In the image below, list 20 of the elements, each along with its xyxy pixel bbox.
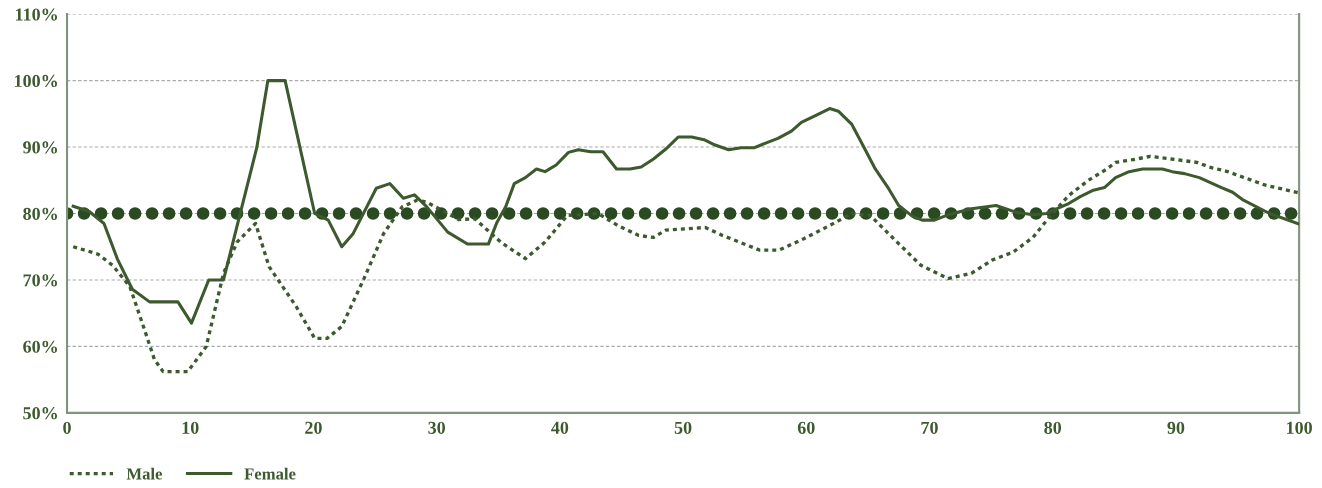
x-tick-label: 60: [797, 421, 815, 434]
legend-label: Female: [244, 467, 296, 480]
x-tick-label: 40: [551, 421, 569, 434]
x-tick-label: 20: [305, 421, 322, 434]
x-tick-label: 80: [1044, 421, 1062, 434]
x-tick-label: 90: [1167, 421, 1185, 434]
y-tick-label: 70%: [23, 274, 57, 287]
x-tick-label: 70: [921, 421, 938, 434]
x-tick-label: 0: [63, 421, 71, 434]
y-tick-label: 100%: [15, 74, 57, 88]
y-tick-label: 110%: [15, 8, 57, 21]
y-tick-label: 90%: [23, 141, 57, 154]
x-tick-label: 10: [182, 421, 199, 434]
legend-label: Male: [126, 467, 163, 480]
x-tick-label: 30: [428, 421, 445, 434]
y-tick-label: 50%: [23, 407, 57, 420]
x-tick-label: 100: [1287, 421, 1312, 434]
y-tick-label: 80%: [23, 207, 57, 220]
x-tick-label: 50: [674, 421, 692, 434]
y-tick-label: 60%: [23, 340, 57, 353]
